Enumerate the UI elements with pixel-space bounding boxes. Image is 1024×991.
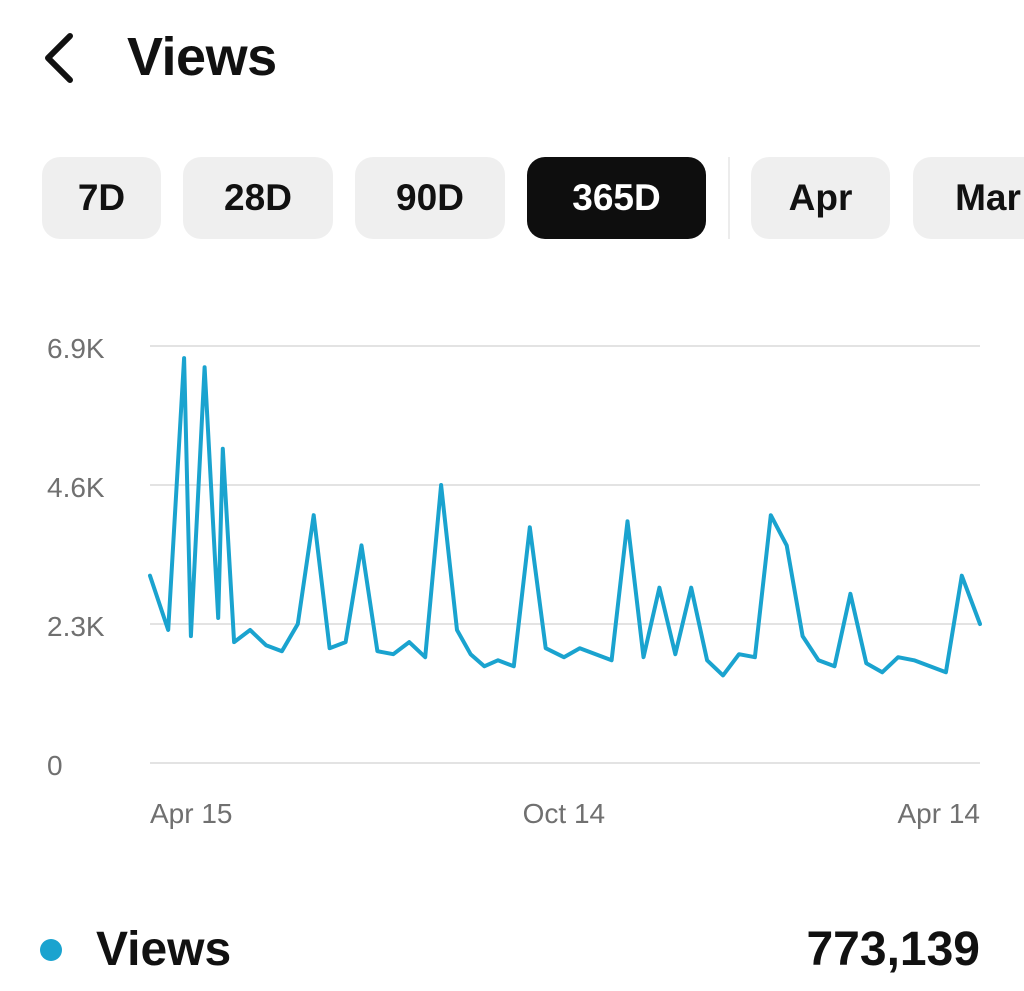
tab-mar[interactable]: Mar <box>913 157 1024 239</box>
views-line-chart: 6.9K 4.6K 2.3K 0 Apr 15 Oct 14 Apr 14 <box>47 333 982 829</box>
tab-7d[interactable]: 7D <box>42 157 161 239</box>
legend-row: Views 773,139 <box>0 910 1024 990</box>
chevron-left-icon <box>45 33 73 83</box>
x-tick-label: Oct 14 <box>523 798 605 829</box>
y-tick-label: 0 <box>47 750 63 781</box>
views-chart: 6.9K 4.6K 2.3K 0 Apr 15 Oct 14 Apr 14 <box>0 300 1024 860</box>
tab-90d[interactable]: 90D <box>355 157 505 239</box>
x-tick-label: Apr 15 <box>150 798 233 829</box>
y-tick-label: 6.9K <box>47 333 105 364</box>
header: Views <box>0 0 1024 120</box>
legend-label: Views <box>96 923 232 976</box>
tab-apr[interactable]: Apr <box>751 157 890 239</box>
page-title: Views <box>127 27 277 87</box>
back-button[interactable] <box>36 28 88 88</box>
y-tick-label: 4.6K <box>47 472 105 503</box>
views-total: 773,139 <box>806 923 980 976</box>
tab-365d[interactable]: 365D <box>527 157 706 239</box>
y-tick-label: 2.3K <box>47 611 105 642</box>
tab-divider <box>728 157 730 239</box>
views-series-line <box>148 356 982 678</box>
time-range-tabs: 7D 28D 90D 365D Apr Mar <box>0 155 1024 241</box>
tab-28d[interactable]: 28D <box>183 157 333 239</box>
x-tick-label: Apr 14 <box>898 798 981 829</box>
legend-dot <box>40 939 62 961</box>
